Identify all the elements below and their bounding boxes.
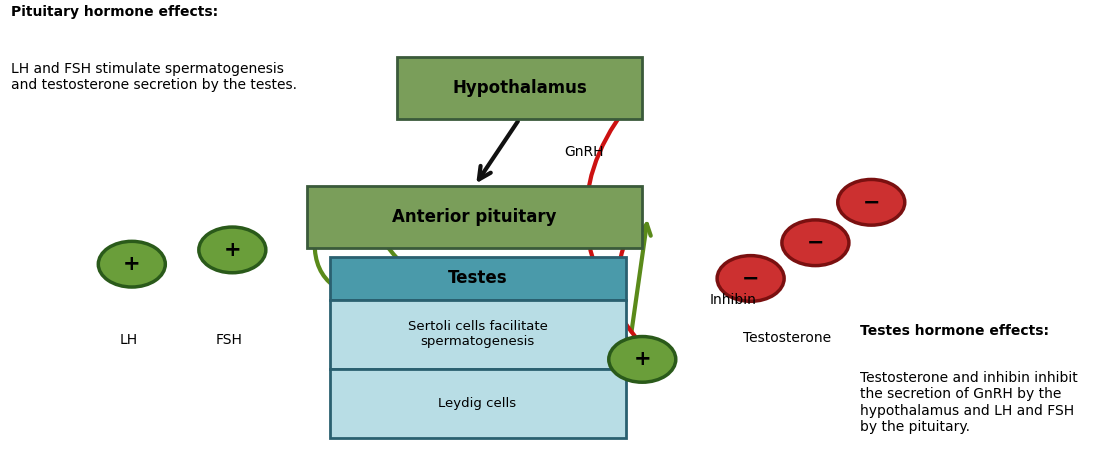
Text: Hypothalamus: Hypothalamus bbox=[452, 79, 586, 97]
FancyBboxPatch shape bbox=[397, 57, 642, 119]
Text: LH: LH bbox=[120, 333, 137, 347]
Text: +: + bbox=[633, 349, 651, 369]
Text: Inhibin: Inhibin bbox=[709, 293, 756, 307]
Text: +: + bbox=[223, 240, 241, 260]
Ellipse shape bbox=[717, 256, 784, 301]
Text: Testes hormone effects:: Testes hormone effects: bbox=[860, 324, 1049, 337]
FancyBboxPatch shape bbox=[330, 257, 626, 300]
Ellipse shape bbox=[199, 227, 266, 273]
FancyBboxPatch shape bbox=[307, 186, 642, 248]
Text: LH and FSH stimulate spermatogenesis
and testosterone secretion by the testes.: LH and FSH stimulate spermatogenesis and… bbox=[11, 62, 297, 92]
FancyBboxPatch shape bbox=[330, 300, 626, 369]
Ellipse shape bbox=[609, 337, 676, 382]
FancyBboxPatch shape bbox=[330, 369, 626, 438]
Text: Anterior pituitary: Anterior pituitary bbox=[392, 208, 557, 226]
Text: −: − bbox=[742, 268, 760, 288]
Text: Testes: Testes bbox=[448, 269, 507, 288]
Text: +: + bbox=[123, 254, 141, 274]
Text: −: − bbox=[806, 233, 824, 253]
Text: Pituitary hormone effects:: Pituitary hormone effects: bbox=[11, 5, 218, 19]
Text: −: − bbox=[862, 192, 880, 212]
Text: Testosterone and inhibin inhibit
the secretion of GnRH by the
hypothalamus and L: Testosterone and inhibin inhibit the sec… bbox=[860, 371, 1078, 434]
Text: FSH: FSH bbox=[216, 333, 242, 347]
Text: Sertoli cells facilitate
spermatogenesis: Sertoli cells facilitate spermatogenesis bbox=[408, 320, 547, 348]
Text: Testosterone: Testosterone bbox=[743, 331, 831, 345]
Ellipse shape bbox=[838, 179, 905, 225]
Text: GnRH: GnRH bbox=[564, 145, 603, 159]
Text: Leydig cells: Leydig cells bbox=[439, 397, 516, 410]
Ellipse shape bbox=[782, 220, 849, 266]
Ellipse shape bbox=[98, 241, 165, 287]
